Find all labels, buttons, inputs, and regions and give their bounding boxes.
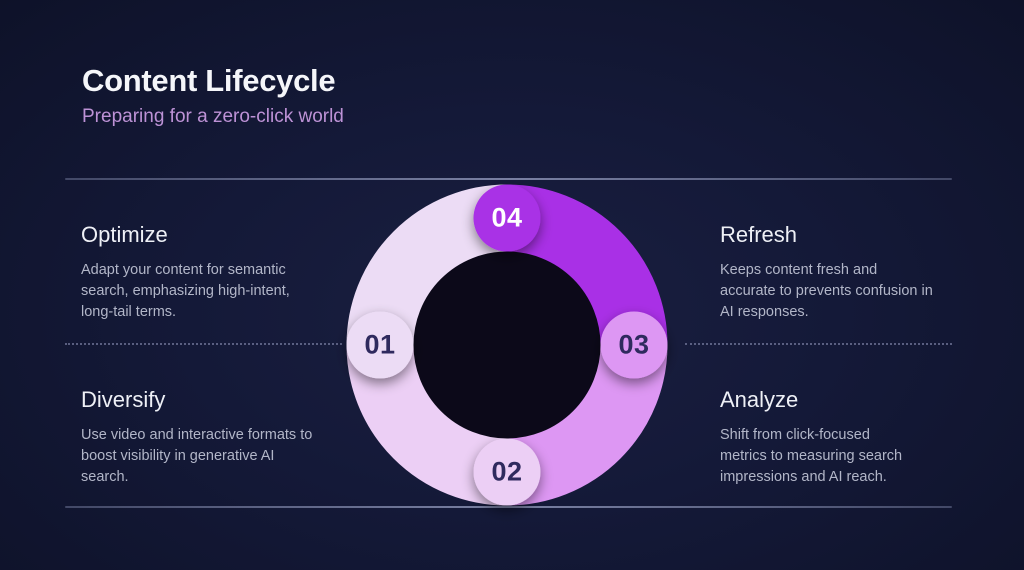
segment-03-cap <box>600 311 668 379</box>
header: Content Lifecycle Preparing for a zero-c… <box>82 63 344 128</box>
segment-02-cap <box>473 438 541 506</box>
bottom-divider-line <box>65 506 952 508</box>
page-subtitle: Preparing for a zero-click world <box>82 106 344 128</box>
top-divider-line <box>65 178 952 180</box>
section-optimize-title: Optimize <box>81 222 168 247</box>
section-diversify: Diversify Use video and interactive form… <box>81 387 321 487</box>
section-diversify-title: Diversify <box>81 387 166 412</box>
step-number-02: 02 <box>491 456 523 487</box>
section-analyze: Analyze Shift from click-focused metrics… <box>720 387 920 487</box>
segment-01-cap <box>346 311 414 379</box>
cycle-donut-diagram <box>346 184 668 506</box>
section-analyze-body: Shift from click-focused metrics to meas… <box>720 427 903 485</box>
section-analyze-title: Analyze <box>720 387 799 412</box>
right-dotted-connector <box>685 343 952 345</box>
section-diversify-body: Use video and interactive formats to boo… <box>81 427 313 485</box>
section-refresh: Refresh Keeps content fresh and accurate… <box>720 222 935 322</box>
page-title: Content Lifecycle <box>82 63 336 98</box>
step-number-01: 01 <box>364 329 396 360</box>
section-refresh-title: Refresh <box>720 222 798 247</box>
left-dotted-connector <box>65 343 342 345</box>
step-number-04: 04 <box>491 202 523 233</box>
donut-hole <box>413 251 601 439</box>
section-optimize: Optimize Adapt your content for semantic… <box>81 222 316 322</box>
section-optimize-body: Adapt your content for semantic search, … <box>81 262 290 320</box>
segment-04-cap <box>473 184 541 252</box>
step-number-03: 03 <box>618 329 650 360</box>
section-refresh-body: Keeps content fresh and accurate to prev… <box>720 262 933 320</box>
